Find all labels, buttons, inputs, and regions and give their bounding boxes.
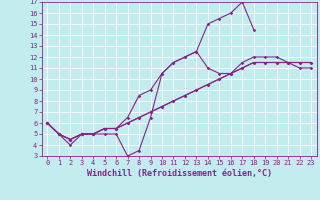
X-axis label: Windchill (Refroidissement éolien,°C): Windchill (Refroidissement éolien,°C): [87, 169, 272, 178]
